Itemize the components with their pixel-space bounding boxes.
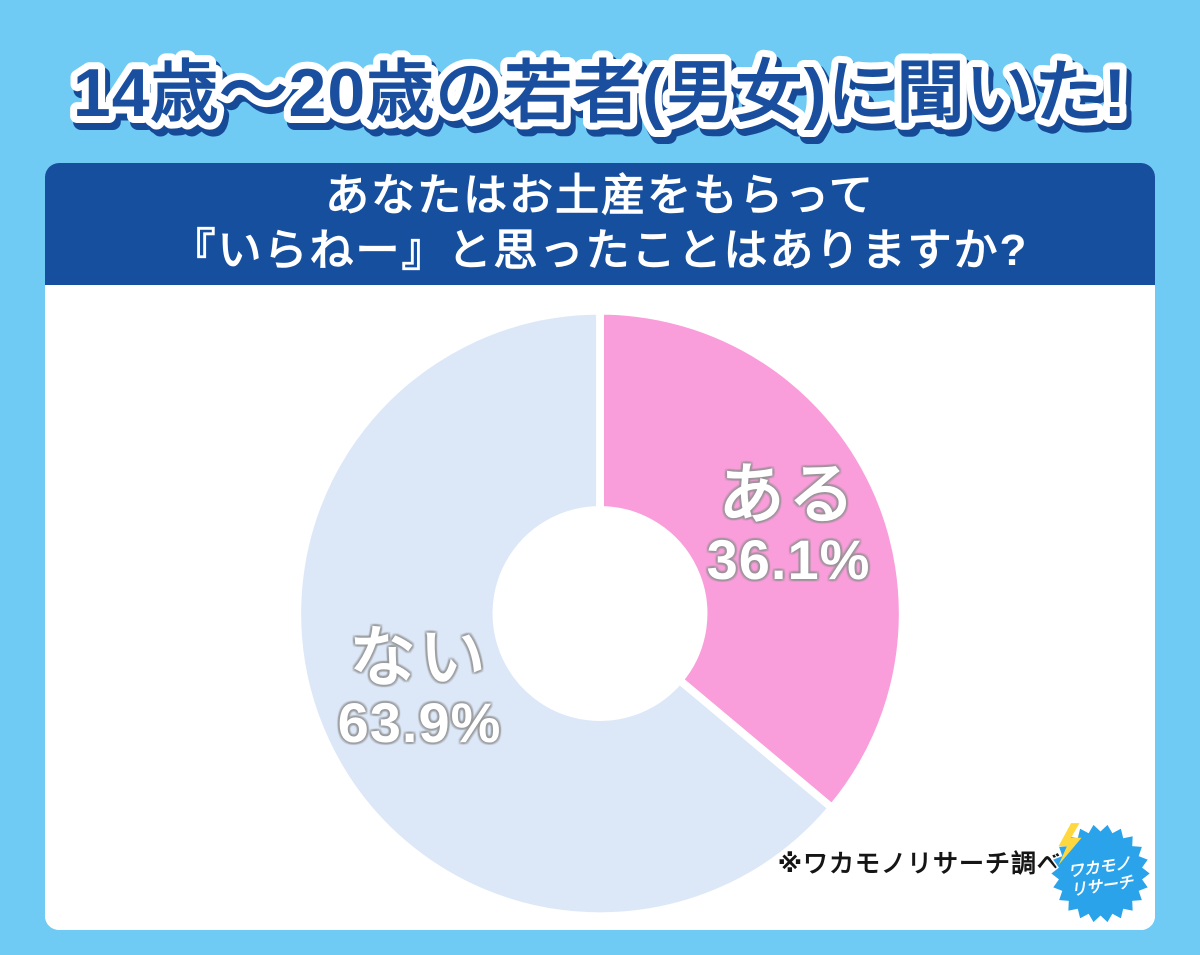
segment-name: ない [349, 620, 490, 695]
segment-percentage: 63.9% [337, 691, 502, 755]
donut-segment [293, 306, 836, 921]
donut-chart [293, 306, 907, 921]
chart-card: あなたはお土産をもらって 『いらねー』と思ったことはありますか? ある 36.1… [45, 163, 1155, 930]
segment-percentage: 36.1% [706, 528, 871, 592]
page-title-shadow: 14歳～20歳の若者(男女)に聞いた! [77, 61, 1131, 137]
segment-label-nai: ない 63.9% [337, 620, 502, 756]
source-note: ※ワカモノリサーチ調べ [777, 850, 1063, 878]
segment-name: ある [718, 457, 859, 532]
logo-burst-shape [1048, 822, 1153, 925]
page-title: 14歳～20歳の若者(男女)に聞いた! 14歳～20歳の若者(男女)に聞いた! [66, 48, 1138, 145]
chart-area: ある 36.1% ない 63.9% ※ワカモノリサーチ調べ ワカモノ リサーチ [45, 285, 1155, 930]
question-line-2: 『いらねー』と思ったことはありますか? [171, 226, 1029, 275]
donut-chart-wrapper: ある 36.1% ない 63.9% [288, 301, 913, 926]
question-line-1: あなたはお土産をもらって [325, 171, 875, 221]
donut-segment [596, 306, 907, 812]
page-title-text: 14歳～20歳の若者(男女)に聞いた! [73, 55, 1127, 131]
segment-label-aru: ある 36.1% [706, 457, 871, 593]
lightning-icon [1058, 823, 1082, 866]
question-banner: あなたはお土産をもらって 『いらねー』と思ったことはありますか? [45, 163, 1155, 285]
wakamono-research-logo: ワカモノ リサーチ [1048, 821, 1153, 926]
